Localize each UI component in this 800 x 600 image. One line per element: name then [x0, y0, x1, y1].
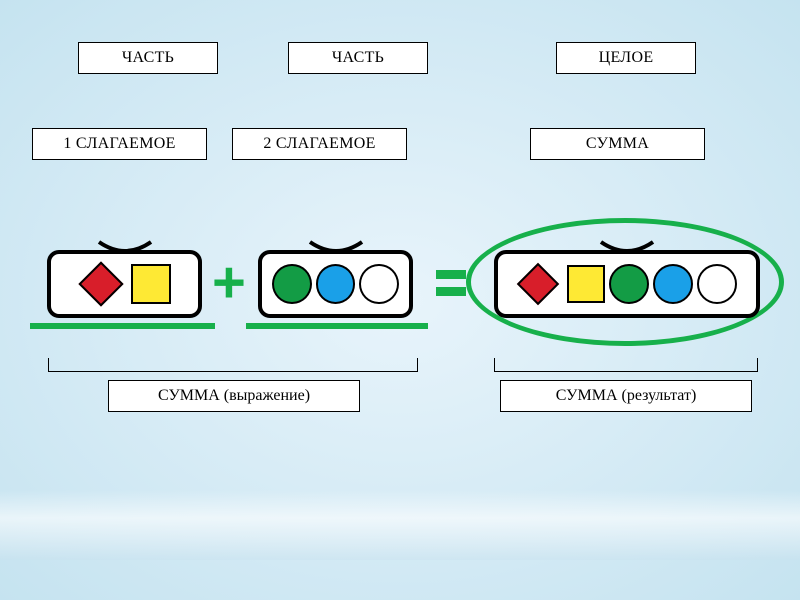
label-sum: СУММА	[530, 128, 705, 160]
label-sum-expression: СУММА (выражение)	[108, 380, 360, 412]
circle-shape	[697, 264, 737, 304]
circle-shape	[272, 264, 312, 304]
diamond-shape	[517, 263, 559, 305]
plus-operator: +	[212, 254, 246, 312]
label-addend-1: 1 СЛАГАЕМОЕ	[32, 128, 207, 160]
label-part-1: ЧАСТЬ	[78, 42, 218, 74]
circle-shape	[316, 264, 356, 304]
label-addend-2: 2 СЛАГАЕМОЕ	[232, 128, 407, 160]
circle-shape	[609, 264, 649, 304]
shape-container-right	[494, 250, 760, 318]
shape-container-left	[47, 250, 202, 318]
label-whole: ЦЕЛОЕ	[556, 42, 696, 74]
container-handle	[599, 240, 655, 256]
square-shape	[131, 264, 171, 304]
equals-operator	[436, 270, 466, 296]
bracket-expression	[48, 358, 418, 372]
underline-1	[30, 323, 215, 329]
label-part-2: ЧАСТЬ	[288, 42, 428, 74]
underline-2	[246, 323, 428, 329]
container-handle	[97, 240, 153, 256]
diamond-shape	[78, 261, 123, 306]
circle-shape	[653, 264, 693, 304]
bracket-result	[494, 358, 758, 372]
container-handle	[308, 240, 364, 256]
circle-shape	[359, 264, 399, 304]
shape-container-middle	[258, 250, 413, 318]
label-sum-result: СУММА (результат)	[500, 380, 752, 412]
bottom-gradient-strip	[0, 490, 800, 560]
square-shape	[567, 265, 605, 303]
